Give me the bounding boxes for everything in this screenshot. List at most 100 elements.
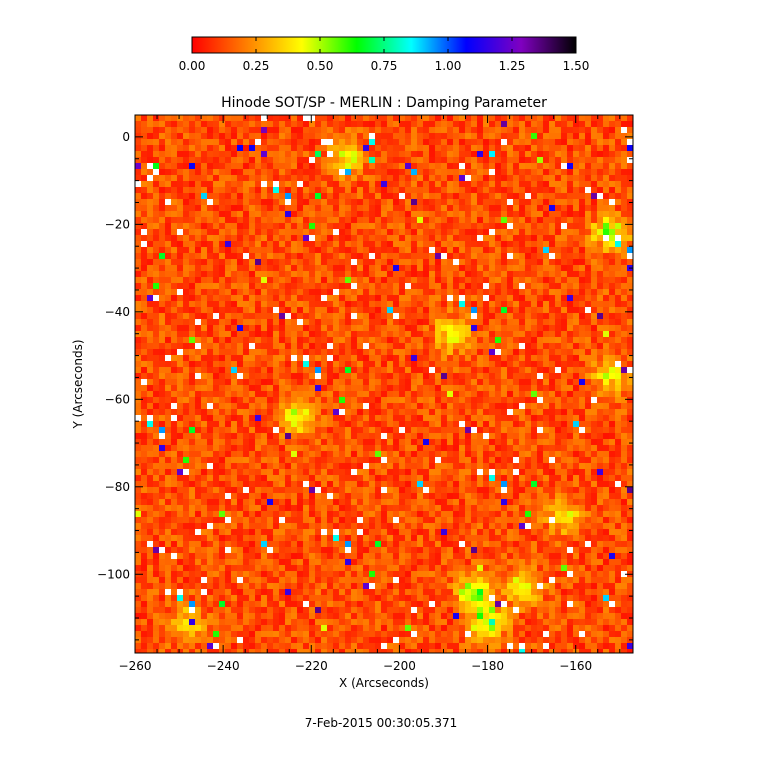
heatmap-cell [135,145,141,151]
heatmap-cell [507,439,513,445]
heatmap-cell [261,463,267,469]
heatmap-cell [549,433,555,439]
heatmap-cell [501,145,507,151]
heatmap-cell [579,253,585,259]
heatmap-cell [165,373,171,379]
heatmap-cell [423,253,429,259]
heatmap-cell [543,403,549,409]
heatmap-cell [591,139,597,145]
heatmap-cell [225,211,231,217]
heatmap-cell [513,307,519,313]
heatmap-cell [399,445,405,451]
heatmap-cell [381,331,387,337]
heatmap-cell [243,403,249,409]
heatmap-cell [579,463,585,469]
heatmap-cell [519,313,525,319]
heatmap-cell [519,307,525,313]
heatmap-cell [567,175,573,181]
heatmap-cell [549,283,555,289]
heatmap-cell [159,127,165,133]
heatmap-cell [381,445,387,451]
heatmap-cell [609,229,615,235]
heatmap-cell [207,145,213,151]
heatmap-cell [189,343,195,349]
heatmap-cell [333,169,339,175]
heatmap-cell [153,169,159,175]
heatmap-cell [231,337,237,343]
heatmap-cell [447,343,453,349]
heatmap-cell [567,319,573,325]
heatmap-cell [501,241,507,247]
heatmap-cell [159,193,165,199]
heatmap-cell [339,187,345,193]
heatmap-cell [543,337,549,343]
heatmap-cell [405,271,411,277]
heatmap-cell [261,259,267,265]
heatmap-cell [483,445,489,451]
heatmap-cell [453,451,459,457]
heatmap-cell [201,145,207,151]
heatmap-cell [561,271,567,277]
heatmap-cell [543,199,549,205]
heatmap-cell [489,451,495,457]
heatmap-cell [213,199,219,205]
heatmap-cell [207,241,213,247]
heatmap-cell [237,403,243,409]
heatmap-cell [333,337,339,343]
heatmap-cell [465,313,471,319]
heatmap-cell [135,457,141,463]
heatmap-cell [441,139,447,145]
heatmap-cell [267,211,273,217]
heatmap-cell [543,313,549,319]
heatmap-cell [447,265,453,271]
heatmap-cell [381,205,387,211]
heatmap-cell [327,193,333,199]
heatmap-cell [261,409,267,415]
heatmap-cell [321,139,327,145]
heatmap-cell [255,439,261,445]
heatmap-cell [315,313,321,319]
heatmap-cell [309,379,315,385]
heatmap-cell [597,139,603,145]
heatmap-cell [405,331,411,337]
heatmap-cell [321,355,327,361]
heatmap-cell [603,199,609,205]
heatmap-cell [273,211,279,217]
heatmap-cell [549,193,555,199]
heatmap-cell [285,421,291,427]
heatmap-cell [621,313,627,319]
heatmap-cell [381,403,387,409]
heatmap-cell [585,445,591,451]
heatmap-cell [441,253,447,259]
heatmap-cell [543,289,549,295]
heatmap-cell [321,427,327,433]
heatmap-cell [327,385,333,391]
heatmap-cell [555,295,561,301]
heatmap-cell [165,391,171,397]
heatmap-cell [273,415,279,421]
heatmap-cell [333,463,339,469]
heatmap-cell [597,409,603,415]
heatmap-cell [447,295,453,301]
heatmap-cell [435,331,441,337]
heatmap-cell [369,187,375,193]
heatmap-cell [375,259,381,265]
heatmap-cell [465,367,471,373]
heatmap-cell [255,397,261,403]
heatmap-cell [519,337,525,343]
heatmap-cell [351,337,357,343]
heatmap-cell [345,157,351,163]
heatmap-cell [201,457,207,463]
heatmap-cell [363,223,369,229]
heatmap-cell [591,127,597,133]
heatmap-cell [411,241,417,247]
heatmap-cell [495,145,501,151]
heatmap-cell [471,205,477,211]
heatmap-cell [177,451,183,457]
heatmap-cell [525,433,531,439]
heatmap-cell [603,283,609,289]
heatmap-cell [525,241,531,247]
heatmap-cell [471,319,477,325]
heatmap-cell [429,421,435,427]
heatmap-cell [291,247,297,253]
